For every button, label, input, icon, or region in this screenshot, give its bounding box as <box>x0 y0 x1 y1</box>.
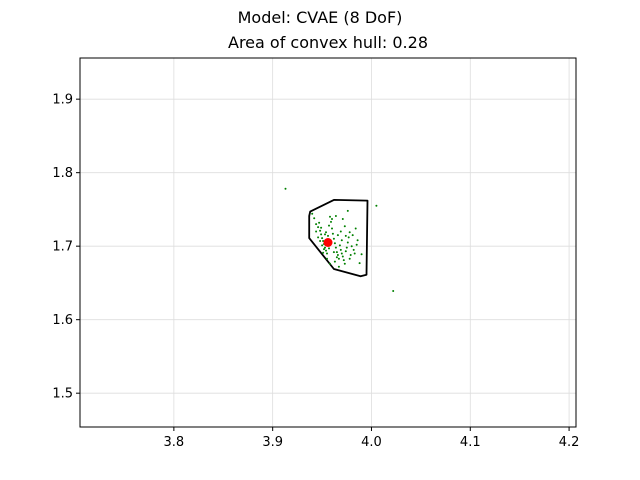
sample-point <box>318 221 321 224</box>
sample-point <box>323 248 325 251</box>
x-tick-label: 3.8 <box>164 435 185 450</box>
y-tick-label: 1.9 <box>52 93 73 108</box>
sample-point <box>343 262 346 265</box>
points-layer <box>284 187 395 292</box>
sample-point <box>344 234 347 237</box>
sample-point <box>284 187 287 190</box>
hull-layer <box>308 198 369 278</box>
center-point <box>323 238 333 247</box>
sample-point <box>348 231 351 234</box>
x-tick-label: 4.0 <box>361 435 382 450</box>
x-tick-label: 3.9 <box>262 435 283 450</box>
sample-point <box>339 248 342 251</box>
sample-point <box>332 251 335 254</box>
sample-point <box>353 252 356 255</box>
y-tick-label: 1.5 <box>52 387 73 402</box>
axes-frame <box>79 57 577 428</box>
sample-point <box>348 257 351 260</box>
y-axis-ticks: 1.5 1.6 1.7 1.8 1.9 <box>52 93 80 402</box>
sample-point <box>328 247 330 250</box>
sample-point <box>319 240 322 242</box>
sample-point <box>321 237 324 240</box>
sample-point <box>347 236 350 239</box>
sample-point <box>322 240 325 242</box>
sample-point <box>331 227 333 230</box>
sample-point <box>319 229 322 232</box>
sample-point <box>350 245 353 248</box>
sample-point <box>375 204 378 207</box>
sample-point <box>337 257 340 260</box>
sample-point <box>340 239 343 242</box>
sample-point <box>313 217 316 220</box>
sample-point <box>326 252 328 255</box>
sample-point <box>331 218 333 220</box>
sample-point <box>317 236 320 239</box>
sample-point <box>327 234 329 237</box>
sample-point <box>342 259 345 262</box>
sample-point <box>351 234 354 237</box>
sample-point <box>337 265 340 268</box>
sample-point <box>354 227 357 230</box>
x-tick-label: 4.2 <box>559 435 580 450</box>
sample-point <box>335 256 338 259</box>
sample-point <box>333 242 336 245</box>
sample-point <box>325 249 327 252</box>
sample-point <box>343 225 346 228</box>
sample-point <box>360 253 363 256</box>
sample-point <box>336 234 339 237</box>
sample-point <box>317 226 320 229</box>
sample-point <box>326 257 328 260</box>
sample-point <box>324 246 326 249</box>
sample-point <box>358 262 361 265</box>
sample-point <box>346 209 349 212</box>
sample-point <box>328 224 330 227</box>
sample-point <box>341 255 344 258</box>
sample-point <box>334 246 337 249</box>
sample-point <box>356 239 359 242</box>
grid-layer <box>80 58 576 427</box>
sample-point <box>315 223 318 226</box>
sample-point <box>320 233 323 236</box>
sample-point <box>336 254 339 256</box>
sample-point <box>321 244 324 247</box>
sample-point <box>322 251 325 254</box>
x-tick-label: 4.1 <box>460 435 481 450</box>
sample-point <box>346 241 349 244</box>
sample-point <box>392 290 395 292</box>
sample-point <box>341 218 344 220</box>
y-tick-label: 1.7 <box>52 240 73 255</box>
sample-point <box>325 231 327 234</box>
sample-point <box>345 246 348 249</box>
sample-point <box>315 230 318 233</box>
sample-point <box>320 226 323 229</box>
sample-point <box>330 220 332 223</box>
sample-point <box>311 212 314 215</box>
sample-point <box>332 237 335 240</box>
sample-point <box>349 254 352 256</box>
sample-point <box>344 250 347 253</box>
sample-point <box>355 243 358 246</box>
axes-title: Area of convex hull: 0.28 <box>228 33 428 52</box>
convex-hull <box>308 198 369 278</box>
x-axis-ticks: 3.8 3.9 4.0 4.1 4.2 <box>164 427 580 450</box>
y-tick-label: 1.8 <box>52 166 73 181</box>
sample-point <box>329 262 331 265</box>
sample-point <box>334 215 337 217</box>
figure-suptitle: Model: CVAE (8 DoF) <box>237 8 403 27</box>
sample-point <box>335 251 338 254</box>
sample-point <box>338 244 341 247</box>
sample-point <box>324 233 326 236</box>
sample-point <box>331 232 334 235</box>
sample-point <box>339 230 342 233</box>
sample-point <box>329 215 331 218</box>
sample-point <box>333 260 336 263</box>
y-tick-label: 1.6 <box>52 313 73 328</box>
sample-point <box>340 252 343 255</box>
sample-point <box>352 248 355 251</box>
center-layer <box>323 238 333 247</box>
